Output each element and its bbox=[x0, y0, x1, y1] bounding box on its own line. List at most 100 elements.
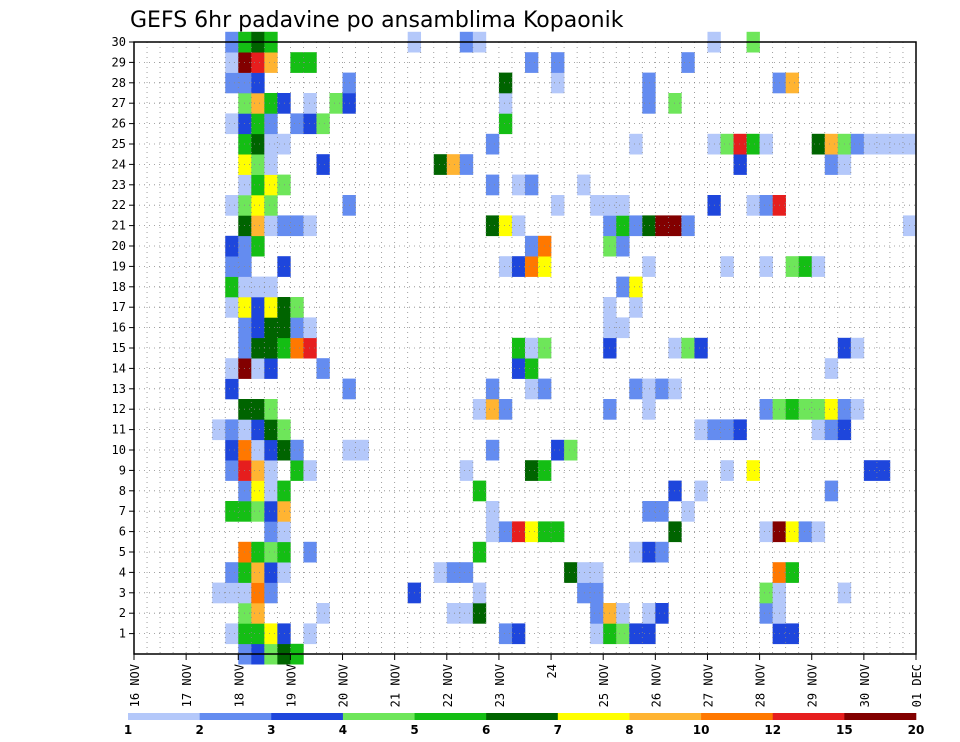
heatmap-cell bbox=[759, 603, 773, 624]
heatmap-cell bbox=[316, 358, 330, 379]
heatmap-cell bbox=[498, 256, 513, 277]
colorbar-label: 15 bbox=[836, 723, 853, 737]
heatmap-cell bbox=[303, 460, 317, 481]
y-tick-label: 5 bbox=[119, 545, 126, 559]
heatmap-cell bbox=[511, 256, 526, 277]
heatmap-cell bbox=[642, 623, 656, 645]
heatmap-cell bbox=[264, 297, 278, 318]
heatmap-cell bbox=[485, 133, 500, 155]
y-tick-label: 21 bbox=[112, 219, 126, 233]
y-tick-label: 3 bbox=[119, 586, 126, 600]
x-tick-label: 24 bbox=[545, 664, 559, 678]
colorbar-segment bbox=[844, 713, 917, 720]
heatmap-cell bbox=[525, 358, 539, 379]
colorbar-label: 10 bbox=[693, 723, 710, 737]
heatmap-cell bbox=[446, 603, 461, 624]
heatmap-cell bbox=[564, 562, 578, 583]
heatmap-cell bbox=[811, 419, 826, 441]
heatmap-cell bbox=[485, 501, 500, 522]
heatmap-cell bbox=[264, 113, 278, 135]
chart-title: GEFS 6hr padavine po ansamblima Kopaonik bbox=[130, 8, 624, 33]
y-tick-label: 28 bbox=[112, 76, 126, 90]
heatmap-cell bbox=[264, 582, 278, 604]
heatmap-cell bbox=[616, 195, 630, 216]
heatmap-cell bbox=[264, 399, 278, 420]
heatmap-cell bbox=[459, 603, 474, 624]
y-tick-label: 7 bbox=[119, 504, 126, 518]
heatmap-cell bbox=[668, 378, 682, 400]
heatmap-cell bbox=[668, 480, 682, 502]
heatmap-cell bbox=[498, 113, 513, 135]
y-tick-label: 15 bbox=[112, 341, 126, 355]
heatmap-cell bbox=[824, 399, 839, 420]
heatmap-cell bbox=[264, 501, 278, 522]
heatmap-cell bbox=[811, 521, 826, 543]
heatmap-cell bbox=[303, 113, 317, 135]
heatmap-cell bbox=[511, 623, 526, 645]
heatmap-cell bbox=[459, 154, 474, 175]
x-tick-label: 22 NOV bbox=[441, 664, 455, 707]
heatmap-cell bbox=[251, 317, 265, 339]
x-tick-label: 23 NOV bbox=[493, 664, 507, 707]
heatmap-cell bbox=[303, 317, 317, 339]
heatmap-cell bbox=[264, 541, 278, 563]
heatmap-cell bbox=[251, 52, 265, 73]
heatmap-cell bbox=[694, 337, 708, 359]
heatmap-cell bbox=[733, 154, 747, 175]
heatmap-cell bbox=[616, 317, 630, 339]
heatmap-cell bbox=[264, 174, 278, 196]
heatmap-cell bbox=[225, 195, 239, 216]
heatmap-cell bbox=[811, 256, 826, 277]
heatmap-cell bbox=[498, 215, 513, 237]
heatmap-cell bbox=[551, 52, 565, 73]
x-axis-ticks: 16 NOV 17 NOV 18 NOV 19 NOV 20 NOV 21 NOV 22 N… bbox=[128, 654, 924, 707]
colorbar-label: 3 bbox=[267, 723, 275, 737]
heatmap-cell bbox=[290, 215, 304, 237]
heatmap-cell bbox=[642, 501, 656, 522]
heatmap-cell bbox=[303, 541, 317, 563]
heatmap-cell bbox=[264, 480, 278, 502]
y-tick-label: 8 bbox=[119, 484, 126, 498]
y-tick-label: 29 bbox=[112, 55, 126, 69]
heatmap-cell bbox=[225, 501, 239, 522]
heatmap-cell bbox=[876, 133, 891, 155]
heatmap-cell bbox=[642, 72, 656, 94]
x-tick-label: 25 NOV bbox=[597, 664, 611, 707]
colorbar-segment bbox=[629, 713, 702, 720]
heatmap-cells bbox=[212, 31, 917, 665]
heatmap-cell bbox=[889, 133, 904, 155]
y-axis-ticks: 1234567891011121314151617181920212223242… bbox=[112, 35, 134, 641]
heatmap-cell bbox=[616, 276, 630, 298]
y-tick-label: 6 bbox=[119, 525, 126, 539]
heatmap-cell bbox=[655, 541, 669, 563]
heatmap-cell bbox=[251, 541, 265, 563]
heatmap-cell bbox=[720, 460, 734, 481]
heatmap-cell bbox=[225, 582, 239, 604]
heatmap-cell bbox=[264, 195, 278, 216]
heatmap-cell bbox=[485, 521, 500, 543]
heatmap-cell bbox=[251, 174, 265, 196]
heatmap-cell bbox=[642, 215, 656, 237]
heatmap-cell bbox=[642, 399, 656, 420]
heatmap-cell bbox=[212, 582, 226, 604]
colorbar-segment bbox=[199, 713, 272, 720]
heatmap-cell bbox=[863, 133, 878, 155]
heatmap-cell bbox=[785, 623, 799, 645]
heatmap-cell bbox=[629, 378, 643, 400]
heatmap-cell bbox=[681, 52, 695, 73]
heatmap-cell bbox=[251, 623, 265, 645]
heatmap-cell bbox=[863, 460, 878, 481]
grid-lines bbox=[134, 41, 916, 654]
heatmap-cell bbox=[564, 439, 578, 461]
y-tick-label: 12 bbox=[112, 402, 126, 416]
heatmap-cell bbox=[551, 439, 565, 461]
heatmap-cell bbox=[616, 603, 630, 624]
heatmap-cell bbox=[316, 603, 330, 624]
heatmap-cell bbox=[525, 52, 539, 73]
heatmap-cell bbox=[616, 623, 630, 645]
heatmap-cell bbox=[629, 133, 643, 155]
heatmap-cell bbox=[577, 174, 591, 196]
heatmap-cell bbox=[681, 337, 695, 359]
heatmap-cell bbox=[264, 154, 278, 175]
